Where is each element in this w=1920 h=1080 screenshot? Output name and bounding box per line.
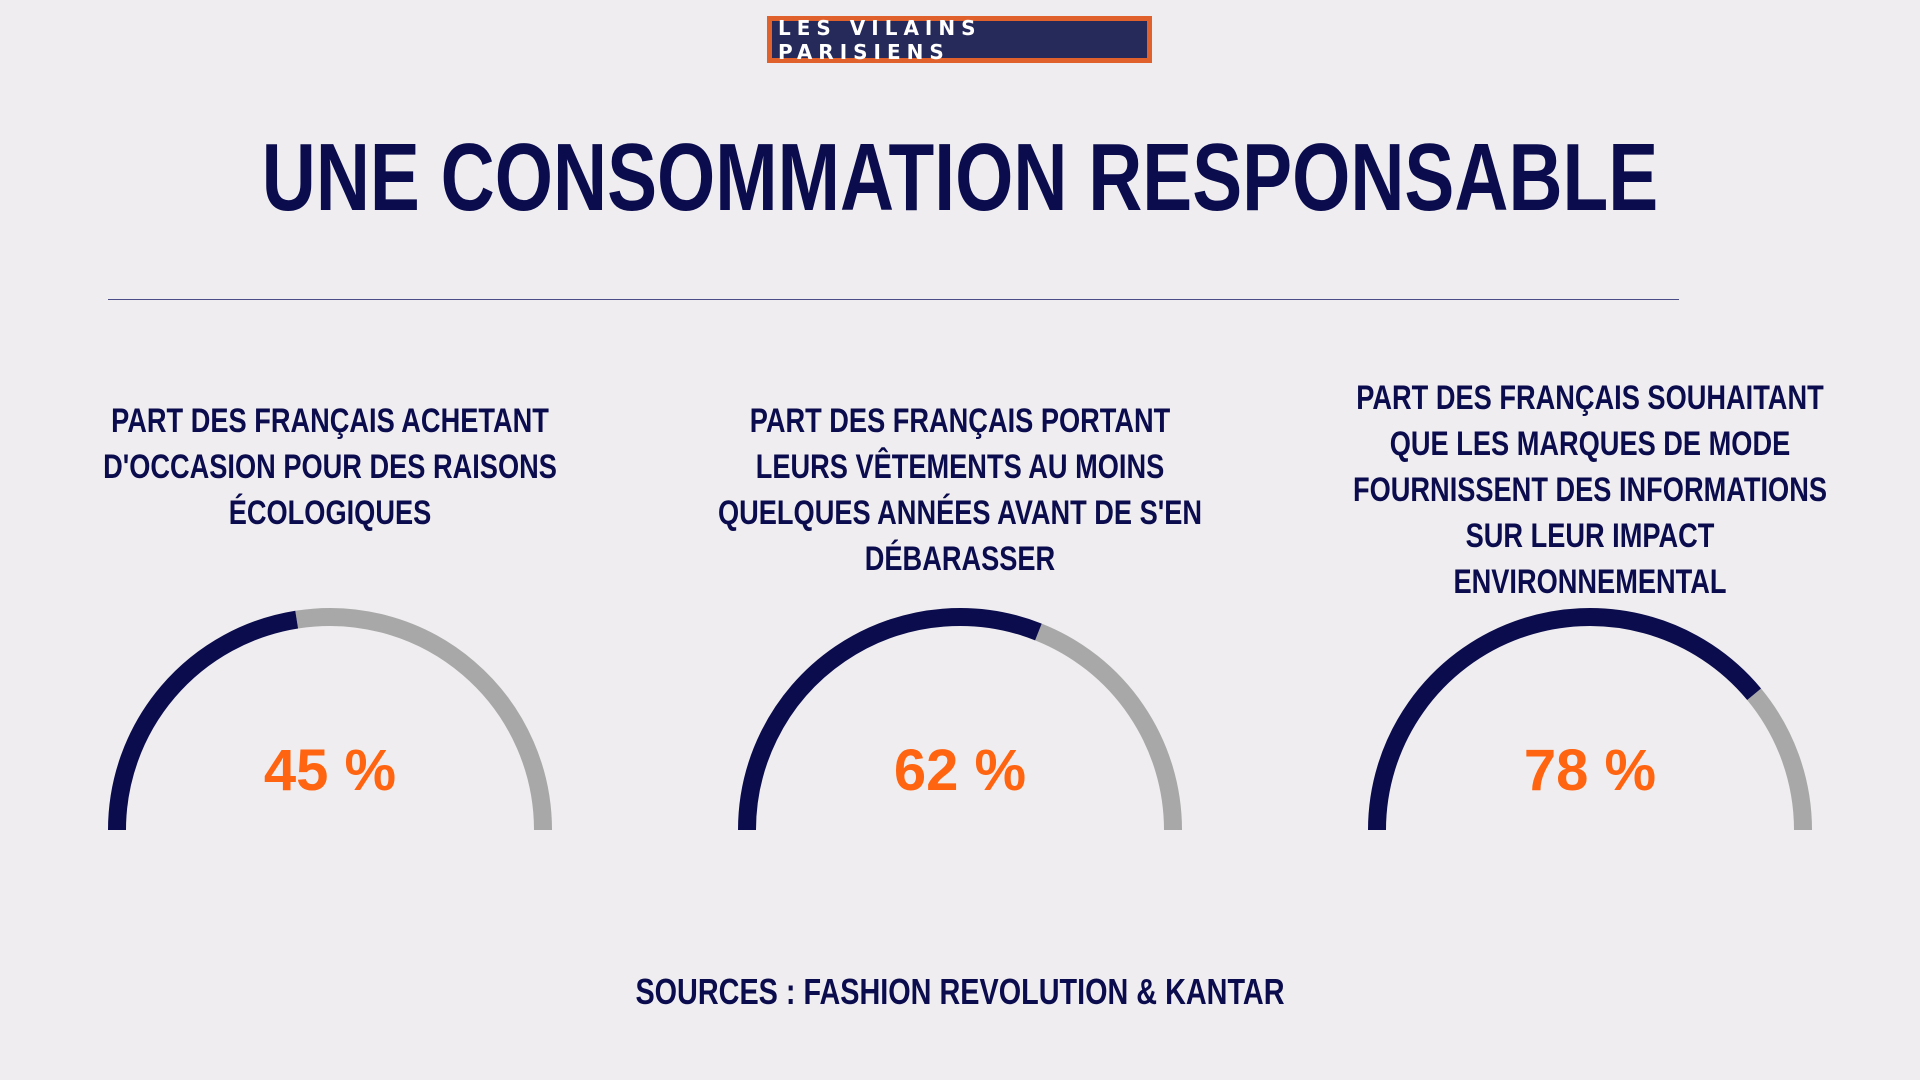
stat-card-3: PART DES FRANÇAIS SOUHAITANT QUE LES MAR… (1275, 0, 1905, 1080)
gauge-fill (108, 610, 299, 831)
gauge-value: 45 % (264, 738, 396, 803)
brand-badge: LES VILAINS PARISIENS (767, 15, 1152, 64)
gauge-chart: 62 % (738, 608, 1182, 831)
stat-label: PART DES FRANÇAIS PORTANT LEURS VÊTEMENT… (717, 402, 1203, 578)
stat-card-1: PART DES FRANÇAIS ACHETANT D'OCCASION PO… (15, 0, 645, 1080)
sources-note: SOURCES : FASHION REVOLUTION & KANTAR (635, 971, 1285, 1012)
stat-card-2: PART DES FRANÇAIS PORTANT LEURS VÊTEMENT… (645, 0, 1275, 1080)
gauge-value: 78 % (1524, 738, 1656, 803)
gauge-track (1035, 623, 1182, 831)
stat-label: PART DES FRANÇAIS SOUHAITANT QUE LES MAR… (1353, 379, 1827, 601)
gauge-track (1747, 688, 1812, 831)
gauge-fill (1368, 608, 1762, 831)
gauge-fill (738, 608, 1042, 831)
gauge-chart: 78 % (1368, 608, 1812, 831)
stat-label: PART DES FRANÇAIS ACHETANT D'OCCASION PO… (103, 402, 557, 532)
brand-name: LES VILAINS PARISIENS (778, 15, 982, 64)
gauge-value: 62 % (894, 738, 1026, 803)
divider (108, 299, 1679, 300)
gauge-chart: 45 % (108, 608, 552, 831)
gauge-track (295, 608, 552, 831)
page-title: UNE CONSOMMATION RESPONSABLE (261, 124, 1659, 231)
